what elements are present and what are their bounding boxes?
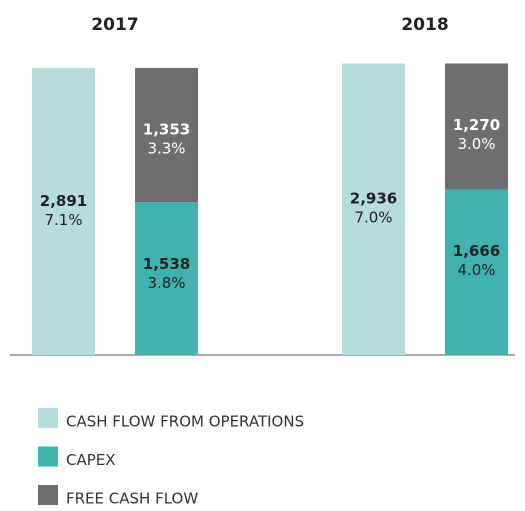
bar — [135, 202, 198, 355]
bar — [445, 189, 508, 355]
bar — [342, 63, 405, 355]
share-label: 7.0% — [354, 209, 392, 227]
value-label: 1,353 — [143, 120, 190, 138]
value-label: 2,936 — [350, 190, 397, 208]
legend-swatch — [38, 485, 58, 505]
legend-label: CASH FLOW FROM OPERATIONS — [66, 413, 304, 431]
share-label: 3.0% — [457, 135, 495, 153]
value-label: 1,666 — [453, 242, 500, 260]
legend-label: CAPEX — [66, 451, 116, 469]
year-label: 2018 — [401, 15, 448, 35]
share-label: 7.1% — [44, 211, 82, 229]
value-label: 2,891 — [40, 192, 87, 210]
legend-swatch — [38, 446, 58, 467]
value-label: 1,538 — [143, 255, 190, 273]
bar — [32, 67, 95, 355]
year-label: 2017 — [91, 15, 138, 35]
share-label: 3.8% — [147, 274, 185, 292]
share-label: 3.3% — [147, 139, 185, 157]
legend-label: FREE CASH FLOW — [66, 490, 198, 508]
share-label: 4.0% — [457, 261, 495, 279]
legend-swatch — [38, 408, 58, 428]
value-label: 1,270 — [453, 116, 500, 134]
bar — [445, 63, 508, 190]
bar — [135, 67, 198, 203]
